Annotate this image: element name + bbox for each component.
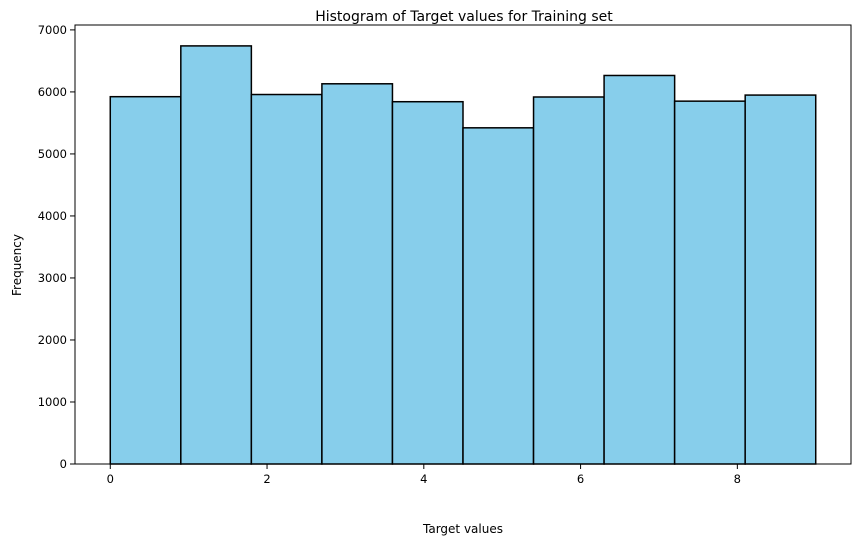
y-axis-label: Frequency bbox=[10, 234, 24, 296]
y-tick-label: 0 bbox=[60, 457, 67, 471]
y-tick-label: 2000 bbox=[38, 333, 67, 347]
y-tick-label: 7000 bbox=[38, 23, 67, 37]
x-tick-label: 6 bbox=[577, 472, 584, 486]
histogram-bar-6 bbox=[532, 96, 605, 465]
histogram-bar-9 bbox=[744, 94, 817, 465]
histogram-bar-5 bbox=[462, 127, 535, 465]
histogram-bar-4 bbox=[391, 100, 464, 465]
y-tick-label: 5000 bbox=[38, 147, 67, 161]
y-tick-label: 6000 bbox=[38, 85, 67, 99]
histogram-bar-0 bbox=[109, 95, 182, 465]
bars-group bbox=[109, 45, 817, 465]
y-tick-label: 3000 bbox=[38, 271, 67, 285]
chart-title: Histogram of Target values for Training … bbox=[315, 9, 613, 25]
histogram-bar-8 bbox=[673, 100, 746, 465]
x-axis-ticks: 0 2 4 6 8 bbox=[107, 464, 741, 486]
histogram-bar-7 bbox=[603, 74, 676, 465]
x-tick-label: 4 bbox=[420, 472, 427, 486]
y-tick-label: 4000 bbox=[38, 209, 67, 223]
x-tick-label: 2 bbox=[263, 472, 270, 486]
x-tick-label: 0 bbox=[107, 472, 114, 486]
plot-frame bbox=[74, 24, 852, 465]
histogram-bar-3 bbox=[321, 83, 394, 465]
histogram-bar-2 bbox=[250, 93, 323, 465]
y-axis-ticks: 0 1000 2000 3000 4000 5000 6000 7000 bbox=[38, 23, 75, 471]
y-tick-label: 1000 bbox=[38, 395, 67, 409]
x-axis-label: Target values bbox=[422, 522, 503, 536]
x-tick-label: 8 bbox=[734, 472, 741, 486]
histogram-bar-1 bbox=[180, 45, 253, 465]
